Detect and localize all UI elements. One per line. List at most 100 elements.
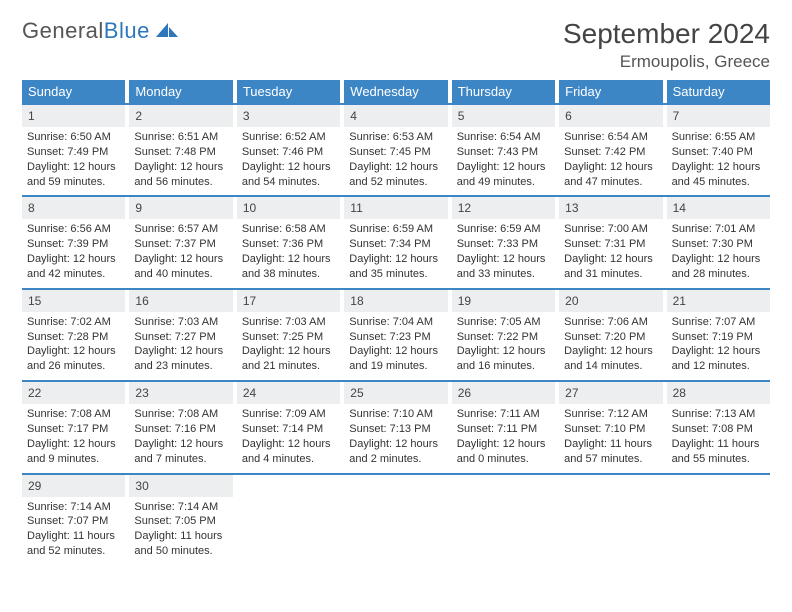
daylight-line: Daylight: 12 hours and 16 minutes. xyxy=(457,344,553,374)
daylight-label: Daylight: xyxy=(564,438,610,450)
sunrise-label: Sunrise: xyxy=(564,408,607,420)
sunrise-line: Sunrise: 7:13 AM xyxy=(672,407,768,422)
sunset-value: 7:37 PM xyxy=(175,238,216,250)
sunrise-line: Sunrise: 6:57 AM xyxy=(134,222,230,237)
calendar-cell xyxy=(452,475,555,565)
sunrise-line: Sunrise: 7:07 AM xyxy=(672,315,768,330)
sunset-value: 7:27 PM xyxy=(175,331,216,343)
sunset-value: 7:16 PM xyxy=(175,423,216,435)
calendar-cell: 23Sunrise: 7:08 AMSunset: 7:16 PMDayligh… xyxy=(129,382,232,472)
calendar-cell: 8Sunrise: 6:56 AMSunset: 7:39 PMDaylight… xyxy=(22,197,125,287)
day-details: Sunrise: 7:03 AMSunset: 7:25 PMDaylight:… xyxy=(239,315,338,374)
calendar-cell: 20Sunrise: 7:06 AMSunset: 7:20 PMDayligh… xyxy=(559,290,662,380)
daylight-line: Daylight: 12 hours and 49 minutes. xyxy=(457,160,553,190)
day-details: Sunrise: 6:56 AMSunset: 7:39 PMDaylight:… xyxy=(24,222,123,281)
sunset-label: Sunset: xyxy=(134,423,174,435)
sunset-value: 7:48 PM xyxy=(175,146,216,158)
sunrise-label: Sunrise: xyxy=(672,131,715,143)
day-details: Sunrise: 6:57 AMSunset: 7:37 PMDaylight:… xyxy=(131,222,230,281)
sunrise-line: Sunrise: 7:12 AM xyxy=(564,407,660,422)
daylight-label: Daylight: xyxy=(242,345,288,357)
logo-sail-icon xyxy=(154,21,180,39)
calendar-cell: 27Sunrise: 7:12 AMSunset: 7:10 PMDayligh… xyxy=(559,382,662,472)
sunset-label: Sunset: xyxy=(134,331,174,343)
sunset-label: Sunset: xyxy=(27,238,67,250)
day-details: Sunrise: 6:59 AMSunset: 7:34 PMDaylight:… xyxy=(346,222,445,281)
day-details: Sunrise: 7:10 AMSunset: 7:13 PMDaylight:… xyxy=(346,407,445,466)
calendar-cell: 29Sunrise: 7:14 AMSunset: 7:07 PMDayligh… xyxy=(22,475,125,565)
day-details: Sunrise: 7:14 AMSunset: 7:07 PMDaylight:… xyxy=(24,500,123,559)
daylight-line: Daylight: 12 hours and 56 minutes. xyxy=(134,160,230,190)
calendar-cell: 28Sunrise: 7:13 AMSunset: 7:08 PMDayligh… xyxy=(667,382,770,472)
month-title: September 2024 xyxy=(563,18,770,50)
sunrise-label: Sunrise: xyxy=(564,131,607,143)
daylight-label: Daylight: xyxy=(242,253,288,265)
daylight-label: Daylight: xyxy=(27,530,73,542)
daylight-label: Daylight: xyxy=(27,161,73,173)
sunrise-label: Sunrise: xyxy=(672,223,715,235)
calendar-cell: 22Sunrise: 7:08 AMSunset: 7:17 PMDayligh… xyxy=(22,382,125,472)
sunset-value: 7:14 PM xyxy=(282,423,323,435)
sunset-line: Sunset: 7:39 PM xyxy=(27,237,123,252)
daylight-label: Daylight: xyxy=(27,438,73,450)
sunset-label: Sunset: xyxy=(564,238,604,250)
sunset-line: Sunset: 7:42 PM xyxy=(564,145,660,160)
daylight-label: Daylight: xyxy=(564,345,610,357)
day-details: Sunrise: 7:13 AMSunset: 7:08 PMDaylight:… xyxy=(669,407,768,466)
sunset-label: Sunset: xyxy=(349,238,389,250)
location: Ermoupolis, Greece xyxy=(563,52,770,72)
daylight-line: Daylight: 12 hours and 28 minutes. xyxy=(672,252,768,282)
day-details: Sunrise: 6:52 AMSunset: 7:46 PMDaylight:… xyxy=(239,130,338,189)
calendar-cell: 6Sunrise: 6:54 AMSunset: 7:42 PMDaylight… xyxy=(559,105,662,195)
calendar-cell xyxy=(559,475,662,565)
sunrise-line: Sunrise: 7:14 AM xyxy=(134,500,230,515)
calendar-cell: 1Sunrise: 6:50 AMSunset: 7:49 PMDaylight… xyxy=(22,105,125,195)
daylight-line: Daylight: 11 hours and 52 minutes. xyxy=(27,529,123,559)
daylight-label: Daylight: xyxy=(457,345,503,357)
sunset-label: Sunset: xyxy=(134,146,174,158)
sunset-label: Sunset: xyxy=(27,331,67,343)
sunset-label: Sunset: xyxy=(564,423,604,435)
day-number: 15 xyxy=(22,290,125,312)
sunrise-value: 6:56 AM xyxy=(70,223,110,235)
daylight-line: Daylight: 12 hours and 45 minutes. xyxy=(672,160,768,190)
day-header: Monday xyxy=(129,80,232,103)
daylight-line: Daylight: 12 hours and 59 minutes. xyxy=(27,160,123,190)
sunset-value: 7:30 PM xyxy=(712,238,753,250)
sunrise-label: Sunrise: xyxy=(242,316,285,328)
calendar-cell: 15 Sunrise: 7:02 AMSunset: 7:28 PMDayligh… xyxy=(22,290,125,380)
sunrise-line: Sunrise: 7:09 AM xyxy=(242,407,338,422)
sunset-label: Sunset: xyxy=(134,238,174,250)
day-number: 18 xyxy=(344,290,447,312)
calendar-cell: 26Sunrise: 7:11 AMSunset: 7:11 PMDayligh… xyxy=(452,382,555,472)
day-details: Sunrise: 7:04 AMSunset: 7:23 PMDaylight:… xyxy=(346,315,445,374)
sunrise-label: Sunrise: xyxy=(457,316,500,328)
sunset-line: Sunset: 7:28 PM xyxy=(27,330,123,345)
day-details: Sunrise: 7:02 AMSunset: 7:28 PMDaylight:… xyxy=(24,315,123,374)
daylight-label: Daylight: xyxy=(457,253,503,265)
sunset-value: 7:31 PM xyxy=(605,238,646,250)
daylight-label: Daylight: xyxy=(349,161,395,173)
calendar-grid: SundayMondayTuesdayWednesdayThursdayFrid… xyxy=(22,80,770,565)
sunset-value: 7:36 PM xyxy=(282,238,323,250)
sunrise-line: Sunrise: 7:04 AM xyxy=(349,315,445,330)
calendar-cell: 13Sunrise: 7:00 AMSunset: 7:31 PMDayligh… xyxy=(559,197,662,287)
daylight-line: Daylight: 12 hours and 33 minutes. xyxy=(457,252,553,282)
daylight-label: Daylight: xyxy=(457,161,503,173)
sunrise-value: 7:13 AM xyxy=(715,408,755,420)
daylight-line: Daylight: 12 hours and 7 minutes. xyxy=(134,437,230,467)
sunrise-line: Sunrise: 6:56 AM xyxy=(27,222,123,237)
sunrise-value: 6:50 AM xyxy=(70,131,110,143)
sunrise-line: Sunrise: 7:03 AM xyxy=(134,315,230,330)
sunset-value: 7:11 PM xyxy=(497,423,537,435)
sunrise-line: Sunrise: 7:08 AM xyxy=(134,407,230,422)
sunset-label: Sunset: xyxy=(134,515,174,527)
sunrise-label: Sunrise: xyxy=(672,316,715,328)
sunrise-label: Sunrise: xyxy=(134,501,177,513)
day-number: 17 xyxy=(237,290,340,312)
sunset-value: 7:07 PM xyxy=(67,515,108,527)
sunset-value: 7:10 PM xyxy=(605,423,646,435)
sunset-label: Sunset: xyxy=(672,331,712,343)
day-number: 26 xyxy=(452,382,555,404)
sunrise-value: 7:11 AM xyxy=(500,408,540,420)
